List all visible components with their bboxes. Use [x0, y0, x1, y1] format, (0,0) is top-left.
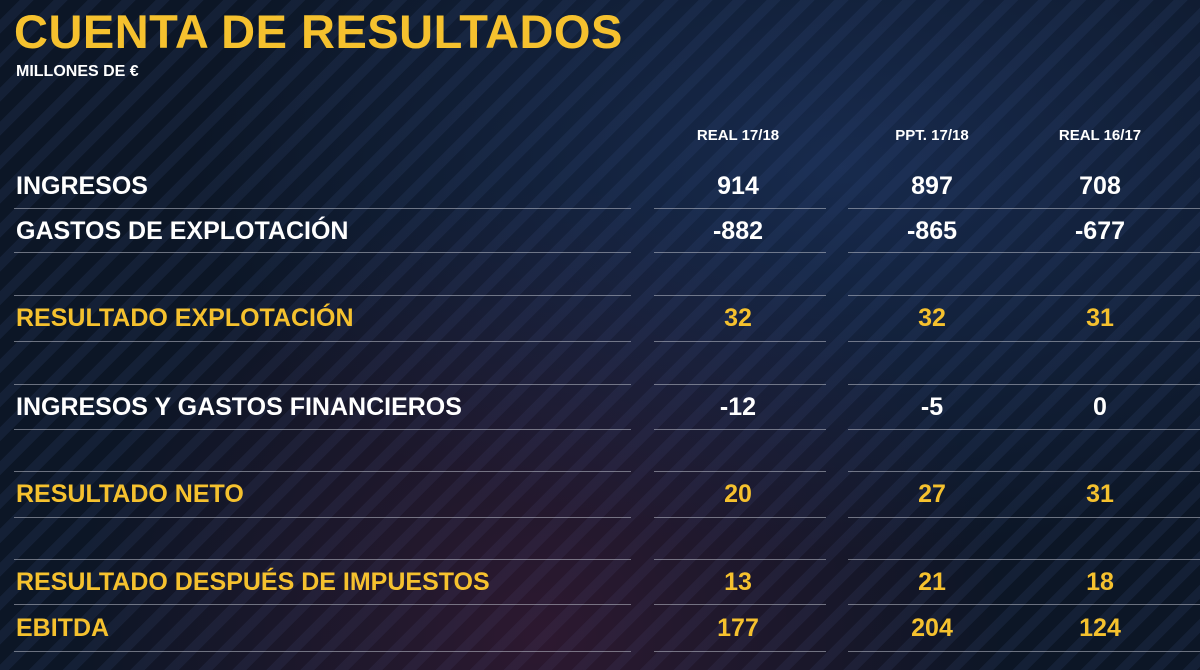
row-divider [654, 429, 826, 430]
row-divider [654, 604, 826, 605]
column-header-ppt-17-18: PPT. 17/18 [895, 127, 969, 144]
row-label: EBITDA [16, 614, 110, 642]
row-divider [848, 208, 1200, 209]
value-real-17-18: 177 [717, 614, 759, 642]
row-divider [14, 341, 631, 342]
row-divider [14, 384, 631, 385]
row-divider [654, 295, 826, 296]
value-ppt-17-18: -5 [920, 393, 944, 421]
row-label: INGRESOS [16, 172, 148, 200]
row-divider [654, 517, 826, 518]
value-ppt-17-18: 27 [918, 480, 946, 508]
value-real-16-17: 124 [1079, 614, 1121, 642]
row-divider [848, 429, 1200, 430]
row-divider [14, 651, 631, 652]
row-divider [848, 471, 1200, 472]
row-divider [654, 559, 826, 560]
row-divider [14, 517, 631, 518]
column-header-real-17-18: REAL 17/18 [696, 127, 780, 144]
row-label: INGRESOS Y GASTOS FINANCIEROS [16, 393, 462, 421]
value-real-17-18: 32 [724, 304, 752, 332]
value-ppt-17-18: -865 [906, 217, 958, 245]
table-row-resultado-despues-impuestos: RESULTADO DESPUÉS DE IMPUESTOS 13 21 18 [0, 562, 1200, 602]
row-divider [654, 341, 826, 342]
row-divider [848, 295, 1200, 296]
row-divider [14, 429, 631, 430]
row-divider [848, 384, 1200, 385]
value-real-17-18: 13 [724, 568, 752, 596]
row-label: RESULTADO NETO [16, 480, 244, 508]
units-subtitle: MILLONES DE € [16, 63, 139, 80]
row-divider [654, 208, 826, 209]
value-real-16-17: 708 [1079, 172, 1121, 200]
value-ppt-17-18: 21 [918, 568, 946, 596]
value-real-17-18: 20 [724, 480, 752, 508]
row-divider [14, 559, 631, 560]
row-label: GASTOS DE EXPLOTACIÓN [16, 217, 349, 245]
row-divider [848, 604, 1200, 605]
table-row-gastos-explotacion: GASTOS DE EXPLOTACIÓN -882 -865 -677 [0, 211, 1200, 251]
value-ppt-17-18: 897 [911, 172, 953, 200]
table-row-ingresos-gastos-financieros: INGRESOS Y GASTOS FINANCIEROS -12 -5 0 [0, 387, 1200, 427]
table-row-resultado-neto: RESULTADO NETO 20 27 31 [0, 474, 1200, 514]
value-real-16-17: 18 [1086, 568, 1114, 596]
value-ppt-17-18: 204 [911, 614, 953, 642]
row-divider [14, 471, 631, 472]
value-real-16-17: -677 [1074, 217, 1126, 245]
row-divider [14, 604, 631, 605]
row-divider [848, 517, 1200, 518]
row-divider [848, 341, 1200, 342]
row-divider [14, 295, 631, 296]
row-divider [848, 651, 1200, 652]
value-real-17-18: -12 [719, 393, 757, 421]
value-real-16-17: 31 [1086, 480, 1114, 508]
table-row-ebitda: EBITDA 177 204 124 [0, 608, 1200, 648]
table-row-resultado-explotacion: RESULTADO EXPLOTACIÓN 32 32 31 [0, 298, 1200, 338]
row-divider [654, 471, 826, 472]
row-divider [848, 252, 1200, 253]
column-header-real-16-17: REAL 16/17 [1058, 127, 1142, 144]
table-row-ingresos: INGRESOS 914 897 708 [0, 166, 1200, 206]
row-divider [654, 651, 826, 652]
row-divider [654, 384, 826, 385]
row-divider [14, 208, 631, 209]
page-title: CUENTA DE RESULTADOS [14, 5, 623, 58]
row-divider [848, 559, 1200, 560]
row-label: RESULTADO DESPUÉS DE IMPUESTOS [16, 568, 490, 596]
value-real-16-17: 0 [1093, 393, 1107, 421]
row-divider [14, 252, 631, 253]
value-real-16-17: 31 [1086, 304, 1114, 332]
value-real-17-18: -882 [712, 217, 764, 245]
value-ppt-17-18: 32 [918, 304, 946, 332]
row-label: RESULTADO EXPLOTACIÓN [16, 304, 354, 332]
row-divider [654, 252, 826, 253]
value-real-17-18: 914 [717, 172, 759, 200]
